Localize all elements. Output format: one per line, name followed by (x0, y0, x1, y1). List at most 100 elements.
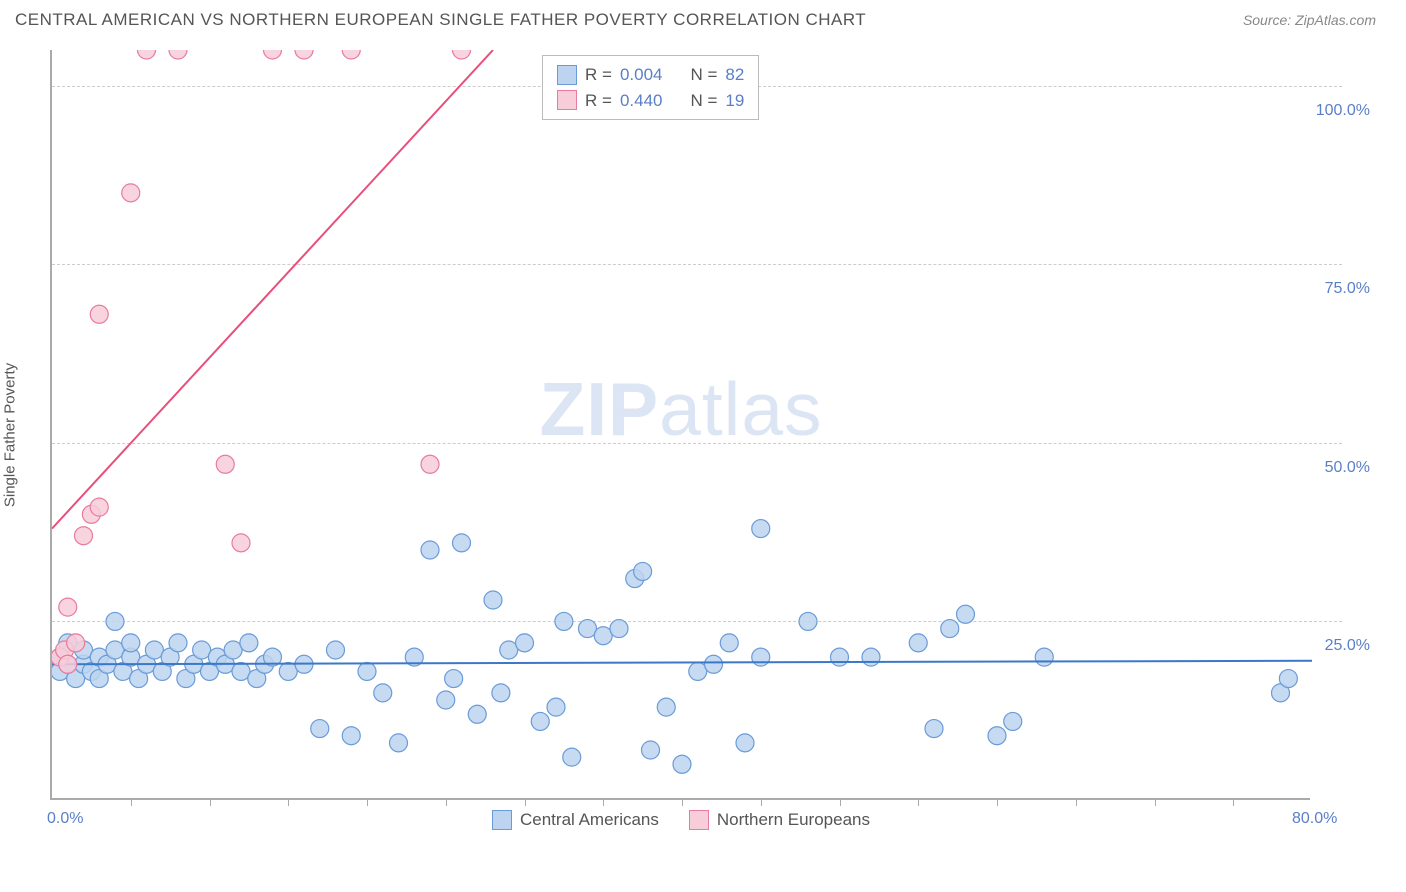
data-point (342, 50, 360, 59)
data-point (327, 641, 345, 659)
data-point (634, 562, 652, 580)
legend-box: R = 0.004 N = 82 R = 0.440 N = 19 (542, 55, 759, 120)
data-point (295, 50, 313, 59)
data-point (752, 520, 770, 538)
data-point (752, 648, 770, 666)
x-tick-label: 0.0% (47, 810, 83, 828)
x-tick (603, 798, 604, 806)
data-point (610, 620, 628, 638)
scatter-svg (52, 50, 1312, 800)
legend-n-value: 19 (725, 88, 744, 114)
data-point (358, 662, 376, 680)
data-point (67, 634, 85, 652)
legend-row: R = 0.004 N = 82 (557, 62, 744, 88)
legend-n-value: 82 (725, 62, 744, 88)
data-point (925, 720, 943, 738)
legend-r-value: 0.440 (620, 88, 663, 114)
data-point (909, 634, 927, 652)
data-point (453, 534, 471, 552)
legend-r-value: 0.004 (620, 62, 663, 88)
data-point (673, 755, 691, 773)
x-tick (446, 798, 447, 806)
x-tick (288, 798, 289, 806)
data-point (421, 541, 439, 559)
data-point (657, 698, 675, 716)
y-tick-label: 25.0% (1325, 637, 1370, 655)
source-attribution: Source: ZipAtlas.com (1243, 12, 1376, 28)
data-point (453, 50, 471, 59)
plot-region: ZIPatlas R =0.004N =82R =0.440N =19 25.0… (50, 50, 1310, 800)
x-tick (840, 798, 841, 806)
bottom-legend-label: Central Americans (520, 810, 659, 830)
x-tick (131, 798, 132, 806)
data-point (169, 634, 187, 652)
data-point (90, 498, 108, 516)
x-tick (210, 798, 211, 806)
data-point (106, 612, 124, 630)
data-point (516, 634, 534, 652)
data-point (720, 634, 738, 652)
data-point (169, 50, 187, 59)
legend-r-label: R = (585, 88, 612, 114)
data-point (799, 612, 817, 630)
data-point (138, 50, 156, 59)
data-point (240, 634, 258, 652)
data-point (563, 748, 581, 766)
legend-n-label: N = (690, 88, 717, 114)
header: CENTRAL AMERICAN VS NORTHERN EUROPEAN SI… (0, 0, 1406, 35)
data-point (1035, 648, 1053, 666)
data-point (547, 698, 565, 716)
x-tick (1233, 798, 1234, 806)
data-point (862, 648, 880, 666)
y-axis-label: Single Father Poverty (2, 363, 19, 507)
x-tick-label: 80.0% (1292, 810, 1337, 828)
data-point (484, 591, 502, 609)
legend-r-label: R = (585, 62, 612, 88)
y-tick-label: 100.0% (1316, 102, 1370, 120)
data-point (59, 598, 77, 616)
data-point (531, 712, 549, 730)
bottom-legend-item: Central Americans (492, 810, 659, 830)
data-point (988, 727, 1006, 745)
data-point (1279, 670, 1297, 688)
chart-area: Single Father Poverty ZIPatlas R =0.004N… (50, 50, 1340, 820)
data-point (232, 534, 250, 552)
data-point (421, 455, 439, 473)
data-point (445, 670, 463, 688)
data-point (122, 634, 140, 652)
legend-swatch (492, 810, 512, 830)
y-tick-label: 50.0% (1325, 459, 1370, 477)
bottom-legend: Central Americans Northern Europeans (492, 810, 870, 830)
data-point (437, 691, 455, 709)
data-point (831, 648, 849, 666)
x-tick (761, 798, 762, 806)
bottom-legend-label: Northern Europeans (717, 810, 870, 830)
legend-n-label: N = (690, 62, 717, 88)
data-point (75, 527, 93, 545)
data-point (736, 734, 754, 752)
data-point (957, 605, 975, 623)
y-tick-label: 75.0% (1325, 280, 1370, 298)
x-tick (367, 798, 368, 806)
x-tick (1076, 798, 1077, 806)
data-point (342, 727, 360, 745)
x-tick (918, 798, 919, 806)
x-tick (682, 798, 683, 806)
data-point (390, 734, 408, 752)
data-point (642, 741, 660, 759)
data-point (90, 305, 108, 323)
data-point (705, 655, 723, 673)
data-point (216, 455, 234, 473)
data-point (264, 50, 282, 59)
legend-swatch (557, 65, 577, 85)
data-point (311, 720, 329, 738)
x-tick (997, 798, 998, 806)
data-point (1004, 712, 1022, 730)
bottom-legend-item: Northern Europeans (689, 810, 870, 830)
data-point (374, 684, 392, 702)
data-point (59, 655, 77, 673)
legend-swatch (689, 810, 709, 830)
x-tick (525, 798, 526, 806)
data-point (492, 684, 510, 702)
legend-row: R = 0.440 N = 19 (557, 88, 744, 114)
